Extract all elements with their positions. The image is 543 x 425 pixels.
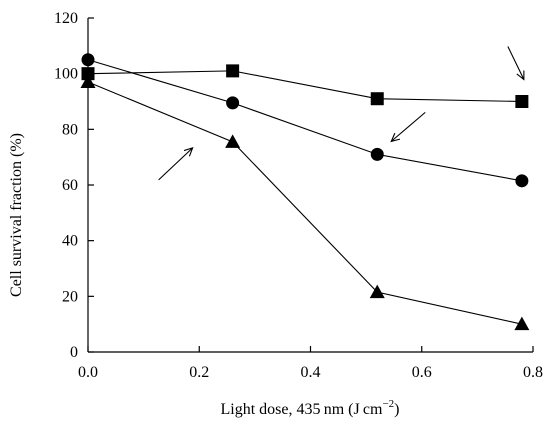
axes [87, 18, 533, 353]
x-axis-title: Light dose, 435 nm (J cm−2) [221, 398, 400, 418]
data-point-circle [81, 53, 95, 67]
series-layer [80, 53, 530, 331]
data-point-circle [515, 174, 529, 188]
annotation-arrow [507, 46, 525, 81]
series-line-circle [87, 59, 522, 182]
y-axis-title: Cell survival fraction (%) [8, 133, 25, 297]
data-point-square [515, 95, 529, 108]
y-tick-label: 100 [54, 66, 78, 83]
data-point-triangle [514, 316, 530, 331]
data-point-triangle [80, 74, 96, 89]
series-circle [81, 53, 529, 188]
annotation-arrow [158, 146, 194, 181]
y-tick-label: 80 [62, 121, 78, 138]
annotation-arrow [390, 111, 426, 143]
y-tick-label: 60 [62, 177, 78, 194]
x-axis-title-superscript: −2 [382, 398, 394, 410]
x-axis-title-end: ) [394, 401, 399, 418]
ticks: 0 20 40 60 80 100 120 0.0 0.2 0.4 0.6 0.8 [54, 10, 543, 381]
y-tick-label: 40 [62, 233, 78, 250]
series-triangle [80, 74, 530, 331]
data-point-circle [226, 96, 240, 110]
series-square [81, 64, 529, 108]
x-tick-label: 0.0 [78, 364, 98, 381]
data-point-triangle [369, 284, 385, 299]
x-tick-label: 0.2 [189, 364, 209, 381]
x-tick-label: 0.8 [523, 364, 543, 381]
y-tick-label: 0 [70, 344, 78, 361]
data-point-square [81, 67, 95, 81]
data-point-square [370, 92, 384, 106]
series-line-triangle [87, 81, 522, 325]
y-tick-label: 120 [54, 10, 78, 27]
data-point-triangle [225, 134, 241, 148]
series-line-square [87, 70, 522, 103]
x-axis-title-main: Light dose, 435 nm (J cm [221, 401, 384, 418]
data-point-circle [370, 147, 384, 161]
data-point-square [226, 64, 240, 78]
annotation-arrows [158, 46, 525, 181]
x-tick-label: 0.4 [301, 364, 321, 381]
x-tick-label: 0.6 [412, 364, 432, 381]
y-tick-label: 20 [62, 288, 78, 305]
